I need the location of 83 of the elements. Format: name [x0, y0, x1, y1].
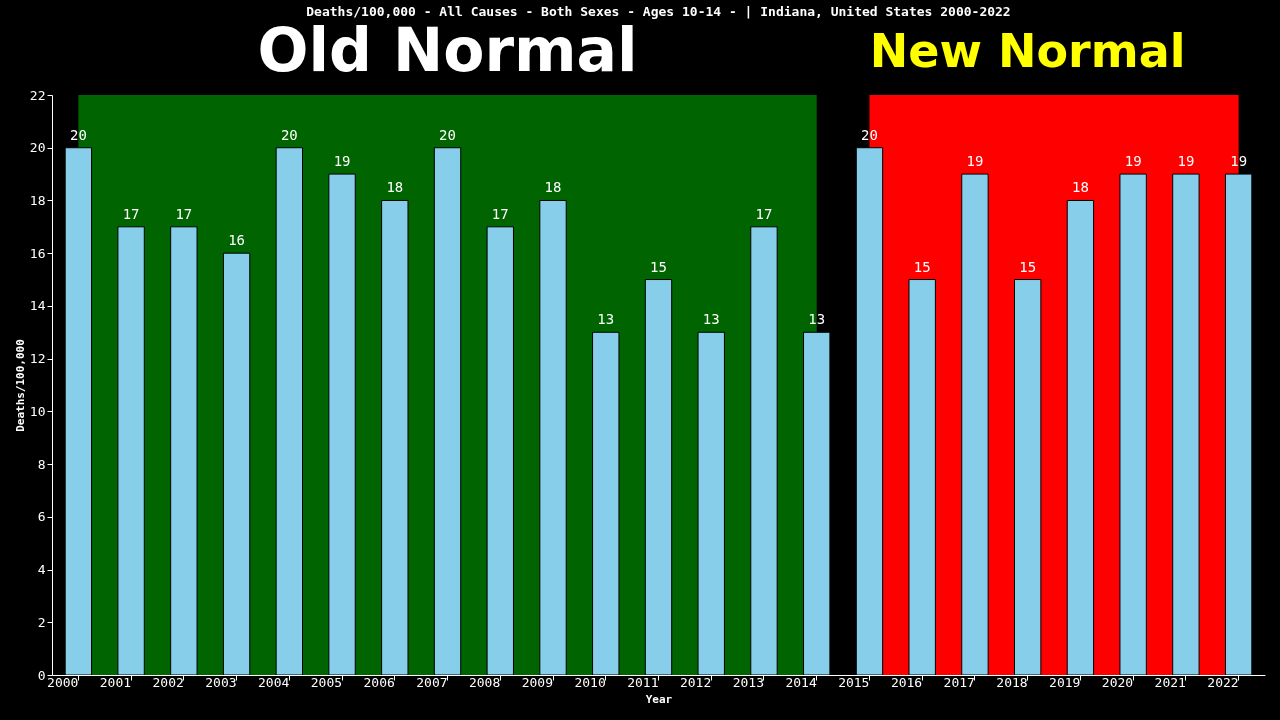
bar: [750, 226, 778, 676]
data-label: 19: [333, 153, 351, 170]
x-tick-label: 2009: [521, 674, 554, 690]
bar: [803, 331, 831, 676]
bar: [644, 279, 673, 676]
x-tick-label: 2001: [99, 674, 132, 690]
y-tick-label: 18: [29, 192, 46, 208]
bar: [381, 199, 409, 676]
x-tick-label: 2012: [679, 674, 712, 690]
data-label: 19: [1124, 153, 1142, 170]
x-axis-title: Year: [645, 692, 673, 706]
x-tick-label: 2005: [310, 674, 343, 690]
x-tick-label: 2004: [258, 674, 290, 690]
bar: [222, 252, 251, 676]
y-tick-label: 0: [37, 667, 46, 683]
data-label: 20: [439, 126, 456, 143]
x-tick-label: 2011: [627, 674, 659, 690]
x-tick-label: 2019: [1049, 674, 1081, 690]
data-label: 15: [1019, 258, 1037, 275]
bar: [170, 226, 198, 676]
bar: [1066, 199, 1095, 676]
x-tick-label: 2007: [416, 674, 448, 690]
data-label: 17: [122, 205, 140, 222]
bar: [328, 173, 356, 676]
bar: [961, 173, 989, 676]
x-tick-label: 2022: [1207, 674, 1239, 690]
data-label: 17: [175, 205, 193, 222]
bar: [486, 226, 514, 676]
y-tick-label: 22: [29, 87, 46, 103]
bar: [592, 331, 620, 676]
bar: [1172, 173, 1200, 676]
y-tick-label: 16: [29, 245, 46, 261]
y-tick-label: 12: [29, 351, 46, 367]
bar: [908, 279, 936, 676]
x-tick-label: 2003: [205, 674, 237, 690]
data-label: 17: [755, 205, 773, 222]
bar: [539, 199, 567, 676]
bar: [1119, 173, 1147, 676]
bar: [855, 147, 884, 676]
data-label: 20: [280, 126, 298, 143]
x-tick-label: 2006: [363, 674, 395, 690]
data-label: 19: [1177, 153, 1195, 170]
y-tick-label: 20: [29, 140, 46, 156]
y-tick-label: 4: [37, 562, 46, 578]
data-label: 20: [861, 126, 878, 143]
y-tick-label: 8: [37, 456, 46, 472]
x-tick-label: 2018: [996, 674, 1028, 690]
data-label: 15: [913, 258, 931, 275]
data-label: 18: [386, 179, 404, 196]
y-tick-label: 6: [37, 509, 46, 525]
x-tick-label: 2017: [943, 674, 975, 690]
x-tick-label: 2014: [785, 674, 817, 690]
data-label: 13: [597, 311, 615, 328]
x-tick-label: 2016: [890, 674, 923, 690]
x-tick-label: 2013: [732, 674, 764, 690]
x-tick-label: 2008: [468, 674, 501, 690]
bar: [1013, 279, 1042, 676]
y-tick-label: 10: [29, 403, 46, 419]
data-label: 13: [702, 311, 720, 328]
data-label: 18: [544, 179, 562, 196]
bar: [117, 226, 145, 676]
y-tick-label: 14: [29, 298, 46, 314]
bar: [433, 147, 462, 676]
data-label: 15: [650, 258, 667, 275]
bar: [64, 147, 93, 676]
x-tick-label: 2020: [1101, 674, 1134, 690]
band-label: New Normal: [869, 24, 1186, 78]
x-tick-label: 2010: [574, 674, 606, 690]
data-label: 17: [491, 205, 509, 222]
x-tick-label: 2015: [838, 674, 870, 690]
y-tick-label: 2: [37, 614, 46, 630]
bar: [697, 331, 725, 676]
bar: [275, 147, 304, 676]
data-label: 13: [808, 311, 826, 328]
data-label: 18: [1071, 179, 1089, 196]
x-tick-label: 2021: [1154, 674, 1186, 690]
x-tick-label: 2000: [47, 674, 79, 690]
y-axis-title: Deaths/100,000: [13, 339, 27, 432]
x-tick-label: 2002: [152, 674, 184, 690]
data-label: 20: [69, 126, 87, 143]
data-label: 16: [228, 232, 246, 249]
bar: [1224, 173, 1253, 676]
data-label: 19: [966, 153, 984, 170]
